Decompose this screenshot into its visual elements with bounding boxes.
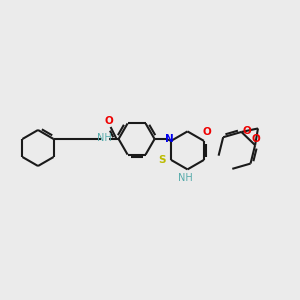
Text: S: S <box>158 155 166 165</box>
Text: O: O <box>202 127 211 137</box>
Text: N: N <box>165 134 173 144</box>
Text: NH: NH <box>178 173 193 183</box>
Text: O: O <box>104 116 113 126</box>
Text: O: O <box>243 126 252 136</box>
Text: O: O <box>252 134 260 144</box>
Text: NH: NH <box>97 133 112 143</box>
